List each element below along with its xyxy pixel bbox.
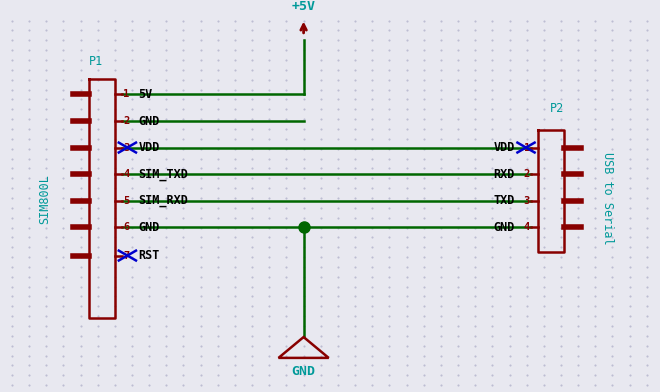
Text: 5: 5 xyxy=(123,196,129,206)
Text: TXD: TXD xyxy=(494,194,515,207)
Text: 3: 3 xyxy=(123,143,129,152)
Text: RXD: RXD xyxy=(494,167,515,181)
Text: 5V: 5V xyxy=(139,88,153,101)
Text: P1: P1 xyxy=(89,55,104,68)
Text: GND: GND xyxy=(139,221,160,234)
Text: GND: GND xyxy=(292,365,315,378)
Text: 6: 6 xyxy=(123,222,129,232)
Text: 7: 7 xyxy=(123,250,129,261)
Text: SIM_TXD: SIM_TXD xyxy=(139,167,189,181)
Text: 2: 2 xyxy=(123,116,129,126)
Text: VDD: VDD xyxy=(139,141,160,154)
Text: 2: 2 xyxy=(524,169,530,179)
Text: GND: GND xyxy=(139,114,160,127)
Text: 4: 4 xyxy=(524,222,530,232)
Text: RST: RST xyxy=(139,249,160,262)
Text: +5V: +5V xyxy=(292,0,315,13)
Text: 4: 4 xyxy=(123,169,129,179)
Text: SIM800L: SIM800L xyxy=(38,174,51,224)
Text: P2: P2 xyxy=(550,102,564,115)
Text: SIM_RXD: SIM_RXD xyxy=(139,194,189,207)
Text: 1: 1 xyxy=(524,143,530,152)
Text: GND: GND xyxy=(494,221,515,234)
Text: VDD: VDD xyxy=(494,141,515,154)
Text: 1: 1 xyxy=(123,89,129,100)
Text: USB to Serial: USB to Serial xyxy=(601,152,614,245)
Text: 3: 3 xyxy=(524,196,530,206)
